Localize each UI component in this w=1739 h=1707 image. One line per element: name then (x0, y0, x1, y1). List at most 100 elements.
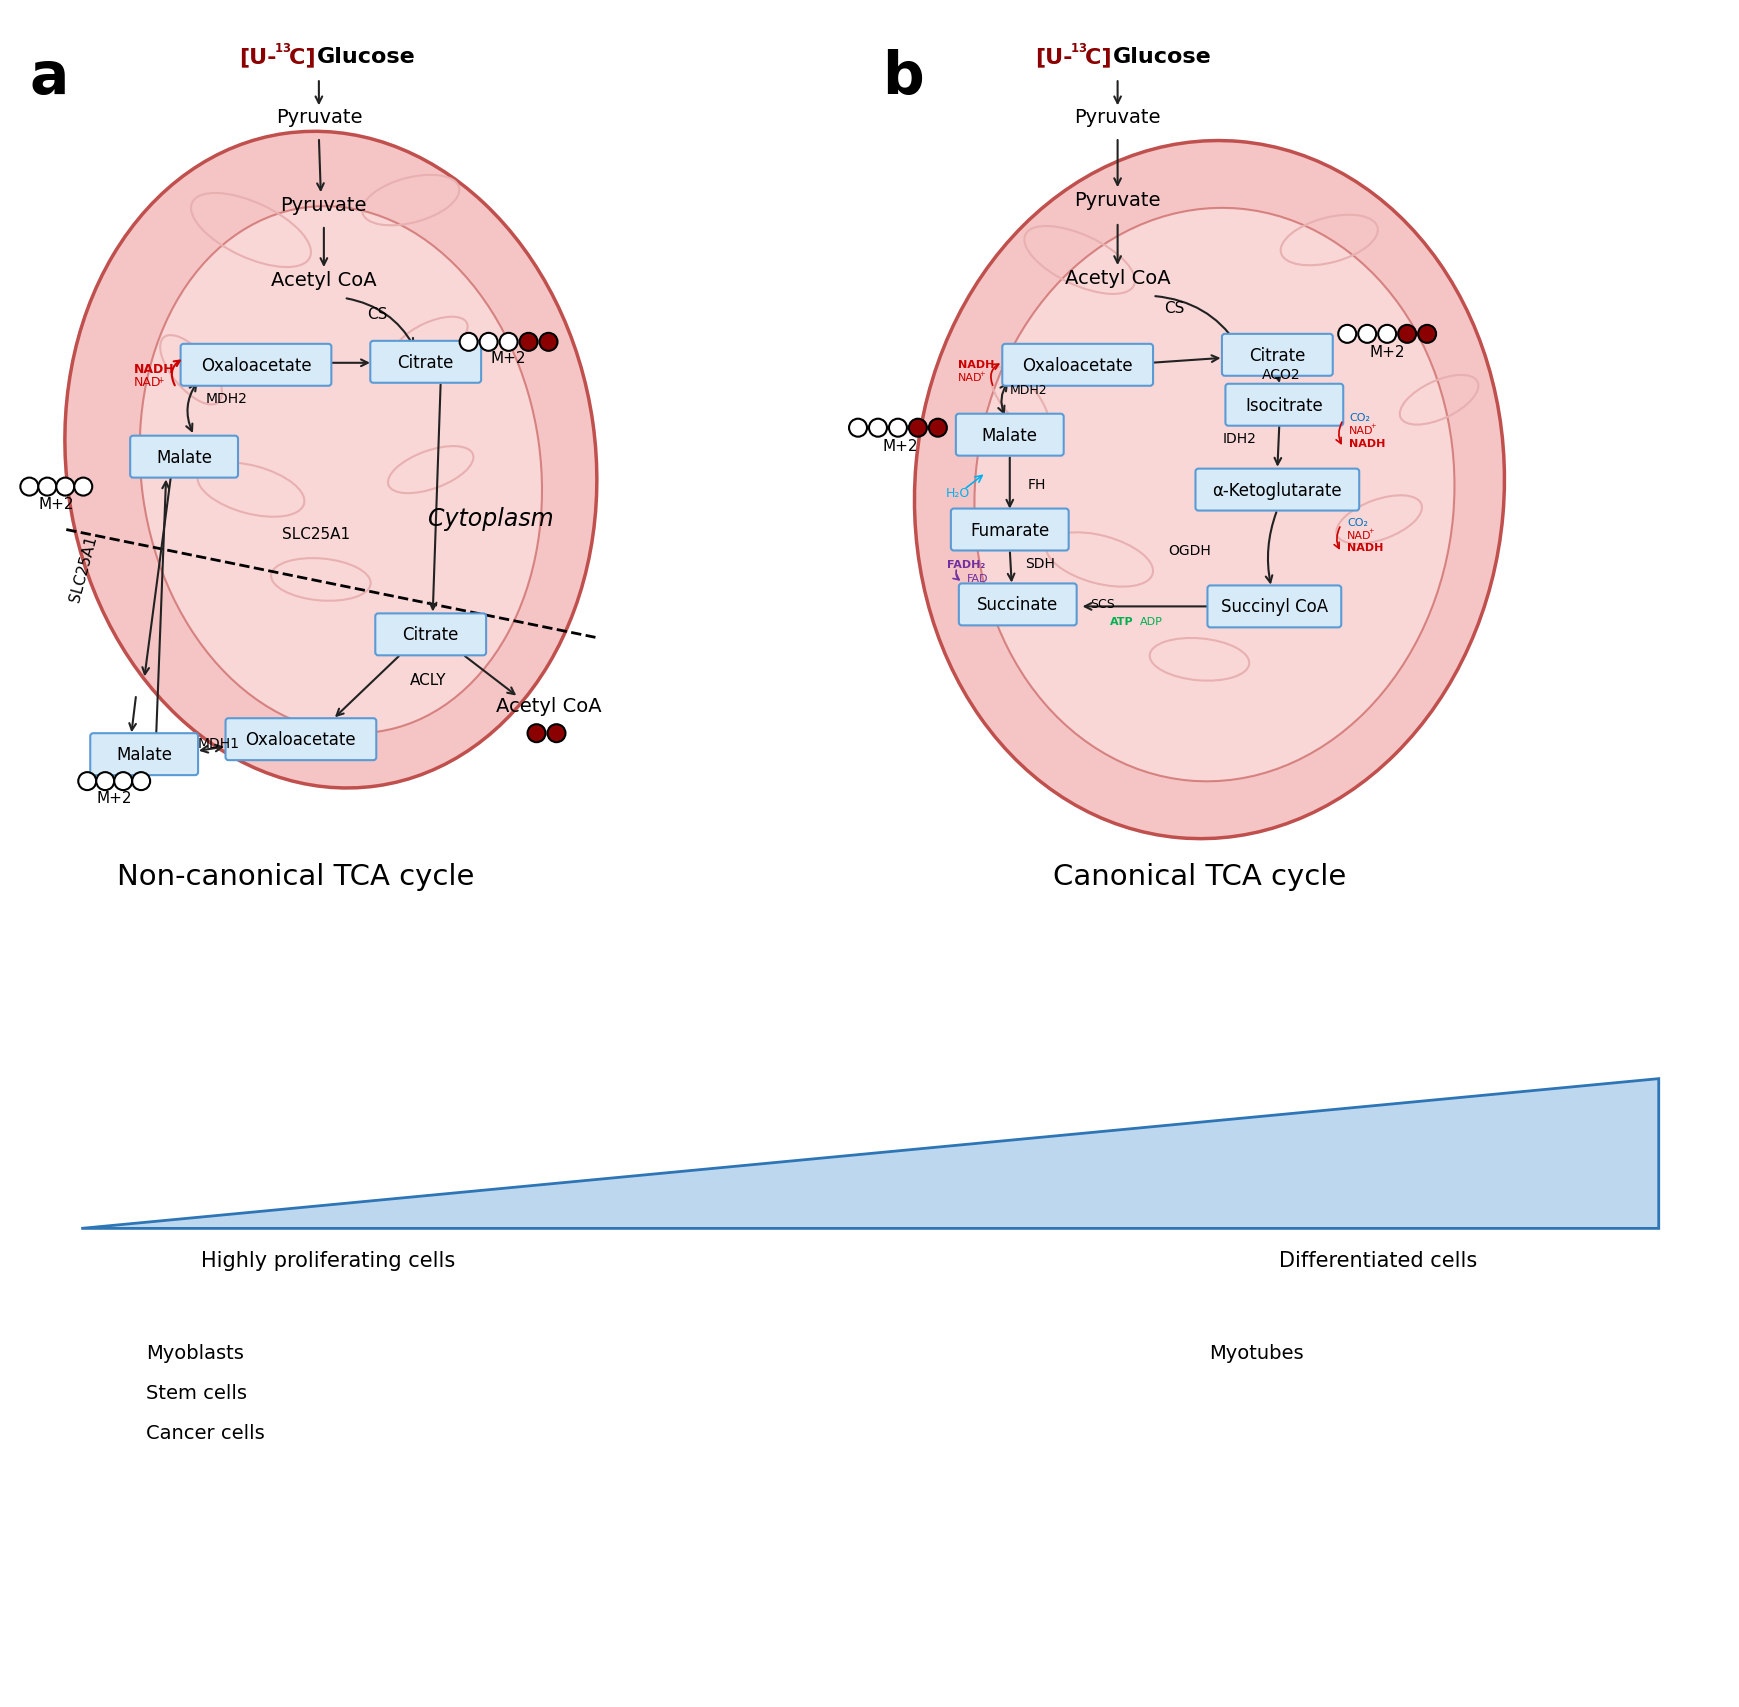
Text: FAD: FAD (967, 574, 988, 584)
Circle shape (56, 478, 75, 497)
Circle shape (78, 773, 96, 790)
Text: Canonical TCA cycle: Canonical TCA cycle (1052, 862, 1346, 891)
Text: Highly proliferating cells: Highly proliferating cells (202, 1251, 456, 1270)
Circle shape (115, 773, 132, 790)
Text: M+2: M+2 (1369, 345, 1405, 360)
Circle shape (480, 333, 497, 352)
FancyBboxPatch shape (226, 719, 376, 761)
Text: Cancer cells: Cancer cells (146, 1424, 264, 1442)
Text: ATP: ATP (1109, 616, 1134, 626)
Text: FADH₂: FADH₂ (946, 560, 984, 570)
Circle shape (520, 333, 537, 352)
Text: a: a (30, 50, 70, 106)
Text: FH: FH (1028, 478, 1047, 492)
Text: Citrate: Citrate (402, 626, 459, 644)
Text: MDH1: MDH1 (198, 737, 240, 751)
Text: α-Ketoglutarate: α-Ketoglutarate (1212, 481, 1343, 500)
Text: M+2: M+2 (38, 497, 75, 512)
Circle shape (499, 333, 518, 352)
Text: $^+$: $^+$ (157, 376, 165, 386)
Text: SDH: SDH (1024, 556, 1054, 572)
Text: NAD: NAD (1349, 425, 1374, 435)
Text: NADH: NADH (1348, 543, 1384, 553)
FancyBboxPatch shape (370, 341, 482, 384)
Circle shape (1358, 326, 1376, 343)
Text: MDH2: MDH2 (1010, 384, 1047, 396)
Text: Non-canonical TCA cycle: Non-canonical TCA cycle (117, 862, 475, 891)
Circle shape (849, 420, 868, 437)
Text: SLC25A1: SLC25A1 (282, 526, 350, 541)
Circle shape (527, 725, 546, 743)
Text: Pyruvate: Pyruvate (280, 196, 367, 215)
Ellipse shape (974, 208, 1454, 782)
Text: CS: CS (367, 307, 388, 321)
Text: Citrate: Citrate (1249, 347, 1306, 365)
Text: $\mathbf{^{13}}$: $\mathbf{^{13}}$ (275, 44, 292, 61)
Text: ADP: ADP (1139, 616, 1162, 626)
Text: C]: C] (1085, 48, 1118, 67)
Circle shape (21, 478, 38, 497)
Text: NAD: NAD (958, 372, 983, 382)
Text: ACLY: ACLY (409, 673, 445, 688)
Text: CS: CS (1165, 300, 1184, 316)
Text: ACO2: ACO2 (1263, 367, 1301, 382)
Text: Pyruvate: Pyruvate (1075, 191, 1162, 210)
Text: Glucose: Glucose (316, 48, 416, 67)
Text: [U-: [U- (1035, 48, 1073, 67)
Text: $\mathbf{^{13}}$: $\mathbf{^{13}}$ (1069, 44, 1087, 61)
FancyBboxPatch shape (130, 437, 238, 478)
Ellipse shape (139, 207, 543, 734)
Circle shape (539, 333, 558, 352)
FancyBboxPatch shape (376, 615, 487, 655)
FancyBboxPatch shape (951, 509, 1069, 551)
Text: Pyruvate: Pyruvate (1075, 108, 1162, 126)
Text: Pyruvate: Pyruvate (275, 108, 362, 126)
Text: SLC25A1: SLC25A1 (68, 533, 99, 603)
Text: Myoblasts: Myoblasts (146, 1343, 243, 1362)
Text: M+2: M+2 (490, 350, 527, 365)
Circle shape (909, 420, 927, 437)
Circle shape (1339, 326, 1356, 343)
FancyBboxPatch shape (1002, 345, 1153, 386)
Ellipse shape (64, 131, 596, 789)
Text: Glucose: Glucose (1113, 48, 1212, 67)
Text: Acetyl CoA: Acetyl CoA (496, 696, 602, 715)
Text: NADH: NADH (134, 362, 176, 376)
FancyBboxPatch shape (90, 734, 198, 775)
FancyBboxPatch shape (1207, 586, 1341, 628)
Circle shape (1417, 326, 1436, 343)
Text: IDH2: IDH2 (1223, 432, 1256, 446)
Circle shape (870, 420, 887, 437)
FancyBboxPatch shape (958, 584, 1076, 626)
Circle shape (459, 333, 478, 352)
Circle shape (96, 773, 115, 790)
Text: NADH: NADH (1349, 439, 1386, 449)
Text: OGDH: OGDH (1169, 545, 1210, 558)
Text: Differentiated cells: Differentiated cells (1280, 1251, 1478, 1270)
Text: Stem cells: Stem cells (146, 1383, 247, 1401)
Text: $^+$: $^+$ (1369, 423, 1377, 434)
FancyBboxPatch shape (1195, 469, 1360, 512)
Polygon shape (82, 1079, 1659, 1229)
Text: C]: C] (289, 48, 323, 67)
FancyBboxPatch shape (956, 415, 1064, 456)
Circle shape (548, 725, 565, 743)
Text: $^+$: $^+$ (1367, 527, 1376, 538)
Text: MDH2: MDH2 (205, 391, 249, 406)
Text: Malate: Malate (157, 449, 212, 466)
FancyBboxPatch shape (1226, 384, 1343, 427)
Text: NAD: NAD (1348, 531, 1372, 539)
FancyBboxPatch shape (181, 345, 332, 386)
Circle shape (1398, 326, 1416, 343)
Text: M+2: M+2 (96, 790, 132, 806)
Text: [U-: [U- (238, 48, 277, 67)
Text: CO₂: CO₂ (1349, 413, 1370, 422)
Ellipse shape (915, 142, 1504, 840)
Text: NADH: NADH (958, 360, 995, 370)
FancyBboxPatch shape (1223, 335, 1332, 377)
Text: M+2: M+2 (882, 439, 918, 454)
Text: Citrate: Citrate (398, 353, 454, 372)
Text: Cytoplasm: Cytoplasm (428, 507, 553, 531)
Text: Oxaloacetate: Oxaloacetate (200, 357, 311, 374)
Circle shape (38, 478, 56, 497)
